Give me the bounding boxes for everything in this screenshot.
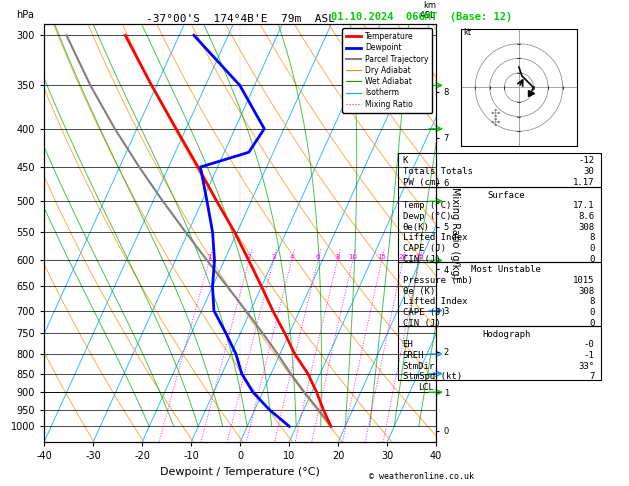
Text: 8: 8	[335, 255, 340, 260]
Text: 4: 4	[289, 255, 294, 260]
Text: 0: 0	[589, 255, 594, 264]
Text: LCL: LCL	[418, 383, 433, 392]
Text: Totals Totals: Totals Totals	[403, 167, 472, 176]
Text: 1.17: 1.17	[573, 178, 594, 187]
Text: 33°: 33°	[578, 362, 594, 371]
Y-axis label: Mixing Ratio (g/kg): Mixing Ratio (g/kg)	[450, 187, 460, 279]
Text: kt: kt	[464, 28, 472, 37]
Text: 3: 3	[271, 255, 276, 260]
Text: 0: 0	[589, 319, 594, 328]
Text: ✣: ✣	[491, 118, 500, 127]
X-axis label: Dewpoint / Temperature (°C): Dewpoint / Temperature (°C)	[160, 467, 320, 477]
Text: 8.6: 8.6	[578, 212, 594, 221]
Text: 8: 8	[589, 233, 594, 243]
Text: StmDir: StmDir	[403, 362, 435, 371]
Text: 15: 15	[377, 255, 386, 260]
Text: 1: 1	[207, 255, 211, 260]
Text: Pressure (mb): Pressure (mb)	[403, 276, 472, 285]
Text: 25: 25	[415, 255, 424, 260]
Text: 20: 20	[398, 255, 408, 260]
Text: 8: 8	[589, 297, 594, 307]
Text: CAPE (J): CAPE (J)	[403, 244, 445, 253]
Text: 1015: 1015	[573, 276, 594, 285]
Text: 0: 0	[589, 308, 594, 317]
Text: 17.1: 17.1	[573, 201, 594, 210]
Text: SREH: SREH	[403, 351, 424, 360]
Text: 0: 0	[589, 244, 594, 253]
Text: EH: EH	[403, 340, 413, 349]
Text: 2: 2	[247, 255, 251, 260]
Text: 308: 308	[578, 287, 594, 296]
Text: CAPE (J): CAPE (J)	[403, 308, 445, 317]
Text: km
ASL: km ASL	[420, 0, 436, 20]
Text: Temp (°C): Temp (°C)	[403, 201, 451, 210]
Text: CIN (J): CIN (J)	[403, 255, 440, 264]
Text: hPa: hPa	[16, 10, 35, 20]
Text: 30: 30	[584, 167, 594, 176]
Text: -1: -1	[584, 351, 594, 360]
Text: Lifted Index: Lifted Index	[403, 233, 467, 243]
Text: -0: -0	[584, 340, 594, 349]
Title: -37°00'S  174°4B'E  79m  ASL: -37°00'S 174°4B'E 79m ASL	[145, 14, 335, 23]
Text: Hodograph: Hodograph	[482, 330, 530, 339]
Text: ✣: ✣	[491, 109, 500, 119]
Text: StmSpd (kt): StmSpd (kt)	[403, 372, 462, 382]
Text: θe(K): θe(K)	[403, 223, 430, 232]
Text: 6: 6	[316, 255, 320, 260]
Text: CIN (J): CIN (J)	[403, 319, 440, 328]
Text: θe (K): θe (K)	[403, 287, 435, 296]
Text: -12: -12	[578, 156, 594, 165]
Text: Dewp (°C): Dewp (°C)	[403, 212, 451, 221]
Legend: Temperature, Dewpoint, Parcel Trajectory, Dry Adiabat, Wet Adiabat, Isotherm, Mi: Temperature, Dewpoint, Parcel Trajectory…	[342, 28, 432, 112]
Text: Lifted Index: Lifted Index	[403, 297, 467, 307]
Text: 308: 308	[578, 223, 594, 232]
Text: 10: 10	[348, 255, 357, 260]
Text: © weatheronline.co.uk: © weatheronline.co.uk	[369, 472, 474, 481]
Text: 7: 7	[589, 372, 594, 382]
Text: K: K	[403, 156, 408, 165]
Text: Most Unstable: Most Unstable	[471, 265, 542, 275]
Text: PW (cm): PW (cm)	[403, 178, 440, 187]
Text: Surface: Surface	[487, 191, 525, 200]
Text: 01.10.2024  06GMT  (Base: 12): 01.10.2024 06GMT (Base: 12)	[331, 12, 512, 22]
